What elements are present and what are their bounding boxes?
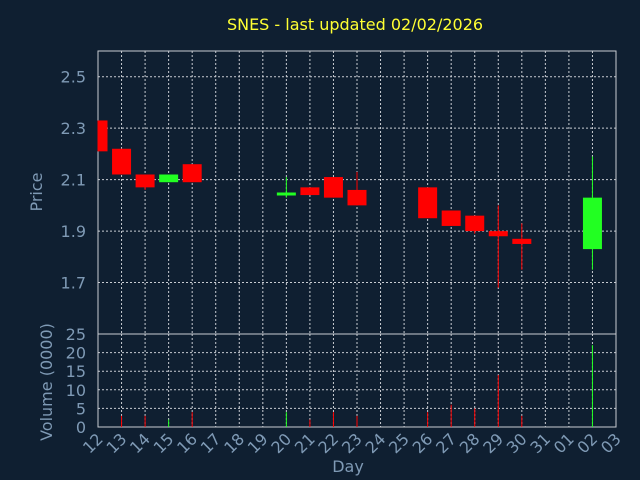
price-tick-label: 2.5: [61, 68, 86, 87]
price-tick-label: 2.1: [61, 171, 86, 190]
volume-tick-label: 0: [76, 418, 86, 437]
volume-tick-label: 20: [66, 344, 86, 363]
candle-body: [441, 210, 461, 226]
candle-body: [323, 177, 343, 198]
price-tick-label: 1.7: [61, 274, 86, 293]
candle-body: [512, 238, 532, 244]
candle-body: [347, 189, 367, 206]
volume-axis-label: Volume (0000): [37, 323, 56, 441]
candle-body: [182, 164, 202, 183]
volume-tick-label: 15: [66, 362, 86, 381]
volume-tick-label: 25: [66, 325, 86, 344]
price-axis-label: Price: [27, 172, 46, 211]
candle-body: [465, 215, 485, 232]
candle-body: [98, 120, 108, 152]
candle-body: [418, 187, 438, 219]
candle-body: [488, 231, 508, 237]
candle-body: [112, 148, 132, 175]
price-tick-label: 2.3: [61, 119, 86, 138]
price-panel: 1.7 1.9 2.1 2.3 2.5: [61, 50, 617, 335]
chart-title: SNES - last updated 02/02/2026: [227, 15, 483, 34]
volume-tick-label: 5: [76, 399, 86, 418]
volume-tick-label: 10: [66, 381, 86, 400]
candle-body: [300, 187, 320, 196]
candle-body: [159, 174, 179, 183]
candle-body: [276, 192, 296, 196]
candle-body: [135, 174, 155, 188]
candle-body: [582, 197, 602, 250]
x-tick-label: 03: [597, 429, 625, 457]
x-axis-label: Day: [332, 457, 364, 476]
price-tick-label: 1.9: [61, 222, 86, 241]
